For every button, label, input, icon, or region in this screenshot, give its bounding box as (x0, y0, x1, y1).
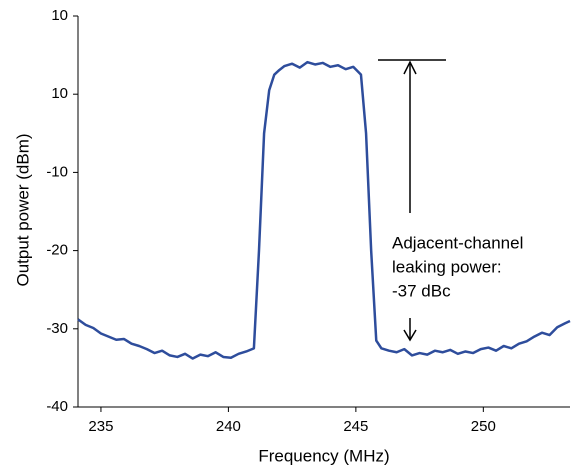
x-tick-label: 240 (216, 418, 241, 435)
y-tick-label: 10 (51, 7, 68, 24)
annotation: -37 dBc (392, 281, 451, 300)
annotation: leaking power: (392, 257, 502, 276)
y-tick-label: 10 (51, 85, 68, 102)
x-tick-label: 235 (88, 418, 113, 435)
y-tick-label: -30 (46, 320, 68, 337)
arrow-head (403, 60, 417, 75)
y-tick-label: -40 (46, 398, 68, 415)
x-tick-label: 245 (343, 418, 368, 435)
y-tick-label: -20 (46, 242, 68, 259)
annotation: Adjacent-channel (392, 233, 523, 252)
arrow-head (403, 329, 417, 342)
x-axis-label: Frequency (MHz) (258, 446, 389, 465)
series-line (77, 60, 571, 360)
x-tick-label: 250 (471, 418, 496, 435)
y-axis-label: Output power (dBm) (13, 133, 32, 286)
y-tick-label: -10 (46, 163, 68, 180)
